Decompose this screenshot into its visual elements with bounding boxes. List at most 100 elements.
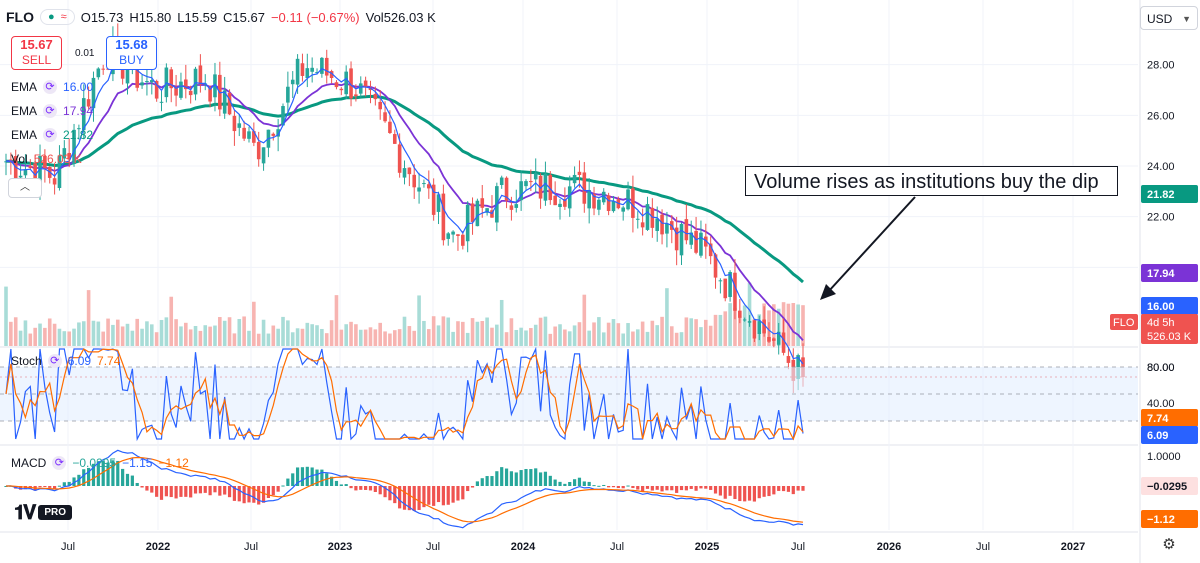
refresh-icon[interactable]: ⟳ xyxy=(43,80,58,94)
refresh-icon[interactable]: ⟳ xyxy=(52,456,67,470)
macd-histogram-bar xyxy=(747,486,752,501)
candle-body xyxy=(650,207,655,228)
macd-histogram-bar xyxy=(475,481,479,486)
candle-body xyxy=(28,165,33,169)
tradingview-logo[interactable]: 𝟏𝐕 PRO xyxy=(14,500,73,524)
volume-bar xyxy=(611,319,616,346)
volume-bar xyxy=(247,330,251,346)
candle-body xyxy=(742,319,747,321)
volume-bar xyxy=(407,326,412,346)
candle-body xyxy=(475,200,480,227)
macd-histogram-bar xyxy=(704,486,708,489)
candle-body xyxy=(529,181,533,183)
macd-histogram-bar xyxy=(52,486,57,490)
annotation-callout[interactable]: Volume rises as institutions buy the dip xyxy=(745,166,1118,196)
volume-bar xyxy=(470,318,475,346)
volume-bar xyxy=(72,328,76,346)
macd-histogram-bar xyxy=(519,470,523,486)
macd-histogram-bar xyxy=(791,486,795,495)
candle-body xyxy=(436,194,441,212)
candle-body xyxy=(135,54,140,88)
volume-bar xyxy=(159,319,164,346)
candle-body xyxy=(388,121,392,134)
volume-bar xyxy=(96,321,101,346)
candle-body xyxy=(470,203,475,223)
candle-body xyxy=(261,147,266,164)
ema3-legend[interactable]: EMA ⟳ 21.82 xyxy=(11,128,93,142)
macd-histogram-bar xyxy=(611,486,616,488)
time-axis-tick: Jul xyxy=(244,541,258,553)
candle-body xyxy=(149,80,154,83)
volume-bar xyxy=(475,321,480,346)
macd-histogram-bar xyxy=(660,486,664,492)
volume-bar xyxy=(772,304,776,346)
macd-histogram-bar xyxy=(227,486,232,498)
volume-bar xyxy=(227,317,232,346)
macd-legend[interactable]: MACD ⟳ −0.0295 −1.15 −1.12 xyxy=(11,456,189,470)
refresh-icon[interactable]: ⟳ xyxy=(43,128,58,142)
stoch-d-badge-bg xyxy=(1141,409,1198,427)
volume-bar xyxy=(402,316,407,346)
chart-header: FLO ● ≈ O15.73 H15.80 L15.59 C15.67 −0.1… xyxy=(6,9,436,25)
candle-body xyxy=(397,144,402,173)
ohlc-high: H15.80 xyxy=(129,9,172,25)
macd-histogram-bar xyxy=(330,476,334,486)
volume-bar xyxy=(213,325,217,346)
volume-bar xyxy=(91,320,96,346)
volume-bar xyxy=(640,321,645,346)
candle-body xyxy=(256,141,261,160)
collapse-legend-button[interactable]: ︿ xyxy=(8,178,42,198)
sell-button[interactable]: 15.67 SELL xyxy=(11,36,62,70)
candle-body xyxy=(315,72,319,74)
volume-label: Vol xyxy=(11,152,28,166)
candle-body xyxy=(660,214,664,235)
volume-bar xyxy=(718,314,723,346)
macd-histogram-bar xyxy=(305,466,309,486)
macd-histogram-bar xyxy=(208,486,212,496)
macd-histogram-bar xyxy=(752,486,757,502)
macd-histogram-bar xyxy=(339,484,343,486)
macd-histogram-bar xyxy=(359,486,363,490)
macd-histogram-bar xyxy=(198,486,202,494)
macd-histogram-bar xyxy=(82,469,86,486)
symbol-label[interactable]: FLO xyxy=(6,9,34,25)
macd-histogram-bar xyxy=(699,486,703,489)
market-status-pill[interactable]: ● ≈ xyxy=(40,9,75,25)
currency-selector[interactable]: USD ▼ xyxy=(1140,6,1198,30)
macd-histogram-bar xyxy=(485,476,489,486)
volume-bar xyxy=(514,329,519,346)
volume-bar xyxy=(431,316,436,346)
gear-icon[interactable]: ⚙ xyxy=(1162,536,1176,553)
macd-histogram-bar xyxy=(145,486,149,491)
candle-body xyxy=(67,152,71,160)
volume-legend[interactable]: Vol 526.03 K xyxy=(11,152,82,166)
volume-bar xyxy=(679,332,684,346)
refresh-icon[interactable]: ⟳ xyxy=(43,104,58,118)
volume-value: 526.03 K xyxy=(33,152,82,166)
macd-histogram-bar xyxy=(422,486,426,508)
macd-histogram-bar xyxy=(718,486,722,496)
candle-body xyxy=(635,218,640,220)
refresh-icon[interactable]: ⟳ xyxy=(47,354,62,368)
macd-histogram-bar xyxy=(87,467,91,486)
ema2-legend[interactable]: EMA ⟳ 17.94 xyxy=(11,104,93,118)
candle-body xyxy=(723,278,728,299)
volume-bar xyxy=(115,319,120,346)
volume-bar xyxy=(33,327,37,346)
macd-histogram-bar xyxy=(709,486,713,490)
stoch-legend[interactable]: Stoch ⟳ 6.09 7.74 xyxy=(11,354,120,368)
macd-histogram-bar xyxy=(626,485,630,487)
volume-bar xyxy=(563,329,567,346)
candle-body xyxy=(674,227,679,251)
candle-body xyxy=(320,57,324,74)
candle-body xyxy=(169,69,174,89)
ema-fast-line xyxy=(5,56,804,365)
stoch-label: Stoch xyxy=(11,354,42,368)
candle-body xyxy=(222,90,227,114)
ema1-legend[interactable]: EMA ⟳ 16.00 xyxy=(11,80,93,94)
volume-bar xyxy=(456,321,460,346)
macd-histogram-bar xyxy=(295,467,300,486)
macd-histogram-bar xyxy=(378,486,382,495)
candle-body xyxy=(480,198,485,208)
buy-button[interactable]: 15.68 BUY xyxy=(106,36,157,70)
